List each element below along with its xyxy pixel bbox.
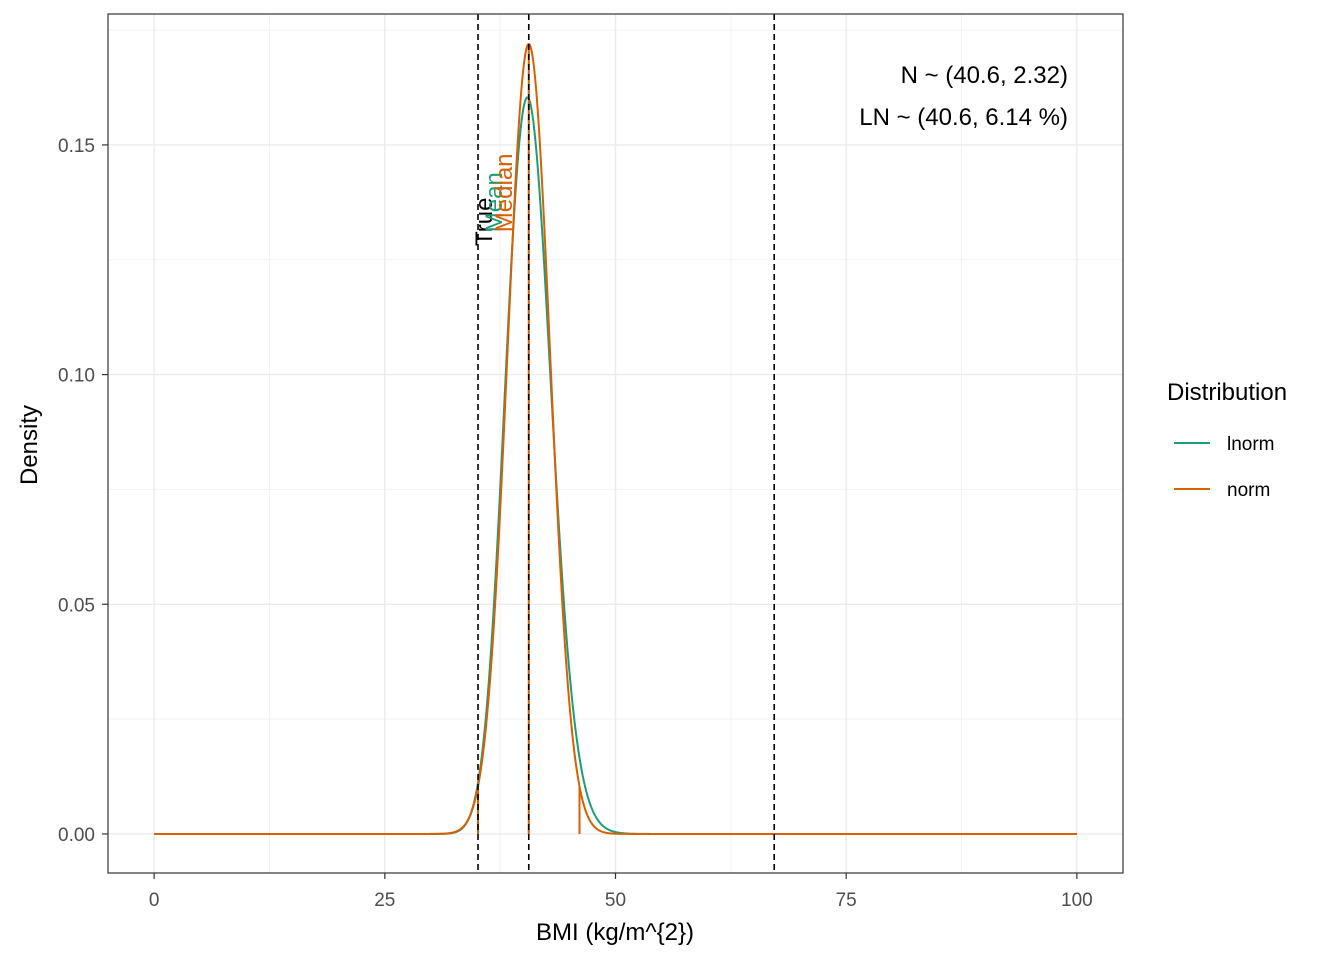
vertical-label-true: True	[471, 198, 498, 246]
x-axis-title: BMI (kg/m^{2})	[536, 919, 694, 946]
y-tick-label: 0.10	[58, 366, 95, 387]
x-tick-label: 50	[605, 890, 626, 911]
y-axis-title: Density	[16, 405, 43, 485]
annotation-normal: N ~ (40.6, 2.32)	[901, 62, 1068, 89]
legend-item-norm: norm	[1174, 480, 1270, 501]
legend: Distribution lnorm norm	[1167, 379, 1287, 501]
y-tick-label: 0.15	[58, 136, 95, 157]
x-tick-label: 0	[149, 890, 160, 911]
x-tick-label: 25	[374, 890, 395, 911]
x-tick-label: 75	[836, 890, 857, 911]
y-tick-label: 0.00	[58, 825, 95, 846]
y-tick-label: 0.05	[58, 595, 95, 616]
legend-title: Distribution	[1167, 379, 1287, 406]
x-axis-ticks: 0 25 50 75 100	[149, 873, 1093, 911]
legend-label-norm: norm	[1227, 480, 1270, 501]
vertical-label-mean: Mean	[481, 172, 508, 232]
y-axis-ticks: 0.00 0.05 0.10 0.15	[58, 136, 108, 846]
legend-label-lnorm: lnorm	[1227, 434, 1275, 455]
dashed-vlines	[477, 14, 776, 873]
series-line-norm	[154, 42, 1077, 835]
x-tick-label: 100	[1061, 890, 1093, 911]
legend-item-lnorm: lnorm	[1174, 434, 1275, 455]
vertical-label-median: Median	[491, 153, 518, 232]
annotation-lognormal: LN ~ (40.6, 6.14 %)	[859, 104, 1068, 131]
